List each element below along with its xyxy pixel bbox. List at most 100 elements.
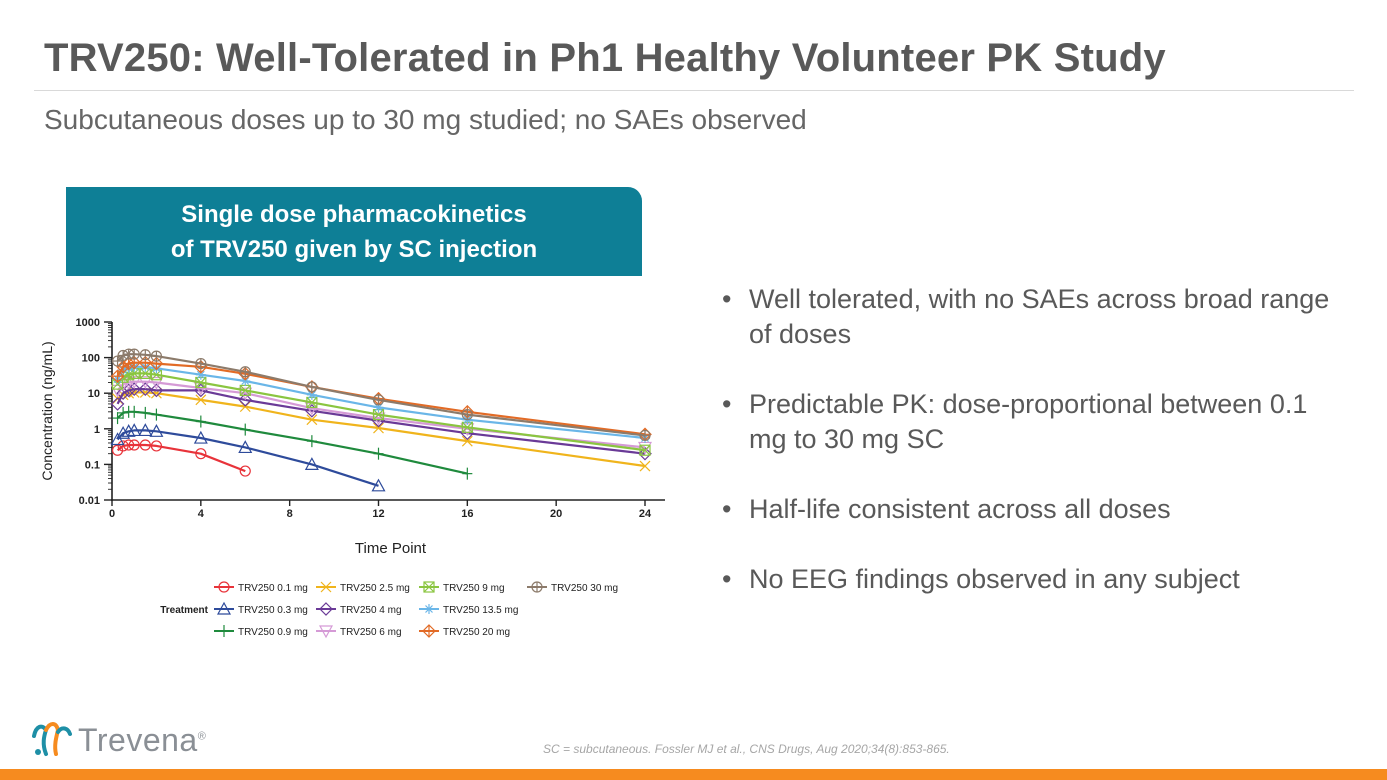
data-point-series-5 <box>149 383 164 398</box>
bullet-list: Well tolerated, with no SAEs across broa… <box>722 282 1342 632</box>
bullet-item: No EEG findings observed in any subject <box>722 562 1342 597</box>
data-point-series-10 <box>128 348 140 360</box>
registered-mark: ® <box>197 730 207 743</box>
data-point-series-2 <box>121 424 136 437</box>
trevena-logo-icon <box>32 722 72 756</box>
data-point-series-1 <box>195 448 207 460</box>
legend-marker <box>319 602 333 616</box>
data-point-series-2 <box>238 440 253 454</box>
data-point-series-3 <box>306 435 317 448</box>
legend-marker <box>424 604 434 614</box>
legend-label: TRV250 9 mg <box>443 583 505 594</box>
chart-header-line1: Single dose pharmacokinetics <box>181 201 527 228</box>
trevena-logo-text: Trevena® <box>78 722 206 759</box>
data-point-series-4 <box>461 435 473 447</box>
y-tick-label: 10 <box>88 388 100 400</box>
x-tick-label: 4 <box>198 508 205 520</box>
legend-marker <box>422 624 436 638</box>
data-point-series-2 <box>110 432 125 446</box>
y-tick-label: 1000 <box>76 317 100 329</box>
data-point-series-3 <box>112 412 123 425</box>
data-point-series-7 <box>639 444 651 456</box>
data-point-series-3 <box>195 415 206 428</box>
data-point-series-5 <box>238 393 253 407</box>
data-point-series-9 <box>110 369 125 384</box>
legend-title: Treatment <box>160 605 208 616</box>
data-point-series-6 <box>149 376 164 390</box>
data-point-series-4 <box>306 414 318 426</box>
data-point-series-10 <box>195 357 207 370</box>
legend-marker <box>318 625 334 639</box>
x-tick-label: 20 <box>550 508 562 520</box>
data-point-series-2 <box>304 457 319 470</box>
data-point-series-10 <box>150 350 163 362</box>
y-tick-label: 0.01 <box>79 495 100 507</box>
data-point-series-3 <box>151 408 162 421</box>
legend-label: TRV250 2.5 mg <box>340 583 410 594</box>
bullet-item: Well tolerated, with no SAEs across broa… <box>722 282 1342 352</box>
x-axis-label: Time Point <box>355 540 427 557</box>
data-point-series-2 <box>149 424 164 437</box>
legend-label: TRV250 6 mg <box>340 627 402 638</box>
bottom-accent-bar <box>0 769 1387 780</box>
page-subtitle: Subcutaneous doses up to 30 mg studied; … <box>44 104 807 135</box>
data-point-series-5 <box>116 386 130 401</box>
x-tick-label: 0 <box>109 508 115 520</box>
data-point-series-6 <box>110 384 125 398</box>
y-tick-label: 100 <box>82 353 100 365</box>
data-point-series-2 <box>371 478 386 492</box>
data-point-series-5 <box>110 397 125 411</box>
legend-marker <box>531 581 543 593</box>
data-point-series-1 <box>117 440 129 452</box>
data-point-series-2 <box>138 423 153 437</box>
legend-marker <box>423 581 435 593</box>
y-axis-label: Concentration (ng/mL) <box>39 341 55 480</box>
x-tick-label: 8 <box>287 508 293 520</box>
data-point-series-3 <box>462 467 473 480</box>
data-point-series-10 <box>372 394 385 406</box>
data-point-series-1 <box>150 440 163 452</box>
data-point-series-6 <box>371 412 386 426</box>
data-point-series-2 <box>127 423 142 437</box>
data-point-series-1 <box>139 439 151 451</box>
bullet-item: Predictable PK: dose-proportional betwee… <box>722 387 1342 457</box>
data-point-series-3 <box>373 447 384 460</box>
data-point-series-5 <box>638 446 652 461</box>
x-tick-label: 24 <box>639 508 652 520</box>
chart-header-line2: of TRV250 given by SC injection <box>170 236 538 263</box>
data-point-series-2 <box>193 430 208 444</box>
data-point-series-1 <box>128 439 140 451</box>
legend-marker <box>320 581 332 593</box>
data-point-series-5 <box>127 382 142 396</box>
series-line-2 <box>116 429 379 487</box>
data-point-series-4 <box>195 394 207 406</box>
data-point-series-10 <box>139 349 151 361</box>
pk-chart: 0.01 0.1 1 10 100 1000 0 4 8 12 16 20 24 Time Point Co… <box>39 317 665 639</box>
legend-marker <box>219 625 229 637</box>
data-point-series-10 <box>639 429 651 442</box>
data-point-series-10 <box>111 355 124 367</box>
data-point-series-4 <box>639 460 651 472</box>
legend-label: TRV250 0.3 mg <box>238 605 308 616</box>
footnote: SC = subcutaneous. Fossler MJ et al., CN… <box>543 742 950 756</box>
legend-label: TRV250 30 mg <box>551 583 618 594</box>
legend-label: TRV250 13.5 mg <box>443 605 518 616</box>
legend-label: TRV250 0.1 mg <box>238 583 308 594</box>
legend-label: TRV250 20 mg <box>443 627 510 638</box>
legend-label: TRV250 4 mg <box>340 605 402 616</box>
series-line-3 <box>116 410 468 475</box>
x-tick-label: 16 <box>461 508 473 520</box>
data-point-series-3 <box>129 405 140 418</box>
title-divider <box>34 90 1354 91</box>
page-title: TRV250: Well-Tolerated in Ph1 Healthy Vo… <box>44 36 1166 80</box>
data-point-series-3 <box>118 406 129 419</box>
y-tick-label: 0.1 <box>85 459 100 471</box>
data-point-series-4 <box>373 422 384 434</box>
legend-label: TRV250 0.9 mg <box>238 627 308 638</box>
y-tick-label: 1 <box>94 424 100 436</box>
data-point-series-10 <box>461 409 473 421</box>
data-point-series-2 <box>116 425 131 439</box>
legend-marker <box>218 581 230 593</box>
data-point-series-10 <box>239 366 251 378</box>
series-line-5 <box>116 387 646 455</box>
